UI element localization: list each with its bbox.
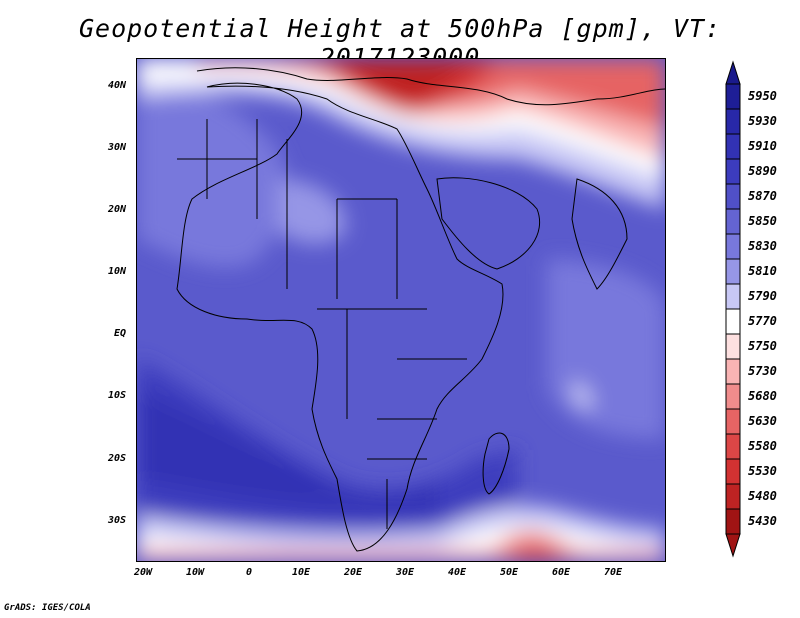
colorbar-level-label: 5770 <box>748 313 777 328</box>
colorbar-swatch <box>725 108 741 135</box>
lon-tick-label: 70E <box>604 567 623 578</box>
colorbar-swatch <box>725 433 741 460</box>
lon-tick-label: 20E <box>344 567 363 578</box>
colorbar-level-label: 5680 <box>748 388 777 403</box>
lon-tick-label: 40E <box>448 567 467 578</box>
colorbar-top-arrow <box>725 60 741 85</box>
lat-tick-label: 30S <box>108 515 127 526</box>
colorbar-swatch <box>725 333 741 360</box>
colorbar-level-label: 5910 <box>748 138 777 153</box>
colorbar-swatch <box>725 508 741 535</box>
colorbar-swatch <box>725 408 741 435</box>
colorbar-level-label: 5950 <box>748 88 777 103</box>
colorbar-level-label: 5730 <box>748 363 777 378</box>
colorbar-swatch <box>725 358 741 385</box>
lon-tick-label: 60E <box>552 567 571 578</box>
lat-tick-label: EQ <box>114 328 127 339</box>
colorbar-swatch <box>725 183 741 210</box>
colorbar-swatch <box>725 83 741 110</box>
geopotential-map <box>137 59 665 561</box>
colorbar-level-label: 5750 <box>748 338 777 353</box>
lat-tick-label: 10N <box>108 266 127 277</box>
colorbar-level-label: 5430 <box>748 513 777 528</box>
field-shading <box>137 59 665 561</box>
colorbar-level-label: 5790 <box>748 288 777 303</box>
colorbar-swatch <box>725 158 741 185</box>
colorbar-level-label: 5480 <box>748 488 777 503</box>
colorbar-swatch <box>725 308 741 335</box>
colorbar-swatch <box>725 258 741 285</box>
colorbar-swatch <box>725 133 741 160</box>
coastlines <box>176 67 665 552</box>
colorbar-swatch <box>725 458 741 485</box>
lat-tick-label: 20S <box>108 453 127 464</box>
colorbar-level-label: 5890 <box>748 163 777 178</box>
colorbar-level-label: 5530 <box>748 463 777 478</box>
colorbar-bottom-arrow <box>725 533 741 558</box>
lon-tick-label: 30E <box>396 567 415 578</box>
colorbar-level-label: 5830 <box>748 238 777 253</box>
lon-tick-label: 50E <box>500 567 519 578</box>
lon-tick-label: 20W <box>134 567 153 578</box>
lon-tick-label: 10W <box>186 567 205 578</box>
colorbar-swatch <box>725 483 741 510</box>
colorbar-level-label: 5870 <box>748 188 777 203</box>
colorbar-level-label: 5930 <box>748 113 777 128</box>
credit-text: GrADS: IGES/COLA <box>4 603 91 613</box>
colorbar-swatch <box>725 383 741 410</box>
map-panel <box>136 58 666 562</box>
lat-tick-label: 20N <box>108 204 127 215</box>
lon-tick-label: 0 <box>246 567 253 578</box>
colorbar-level-label: 5850 <box>748 213 777 228</box>
lat-tick-label: 40N <box>108 80 127 91</box>
lat-tick-label: 30N <box>108 142 127 153</box>
colorbar-swatch <box>725 208 741 235</box>
colorbar-level-label: 5580 <box>748 438 777 453</box>
colorbar-level-label: 5810 <box>748 263 777 278</box>
lon-tick-label: 10E <box>292 567 311 578</box>
lat-tick-label: 10S <box>108 390 127 401</box>
colorbar-swatch <box>725 283 741 310</box>
colorbar-level-label: 5630 <box>748 413 777 428</box>
chart-title: Geopotential Height at 500hPa [gpm], VT:… <box>78 14 722 72</box>
colorbar-swatch <box>725 233 741 260</box>
